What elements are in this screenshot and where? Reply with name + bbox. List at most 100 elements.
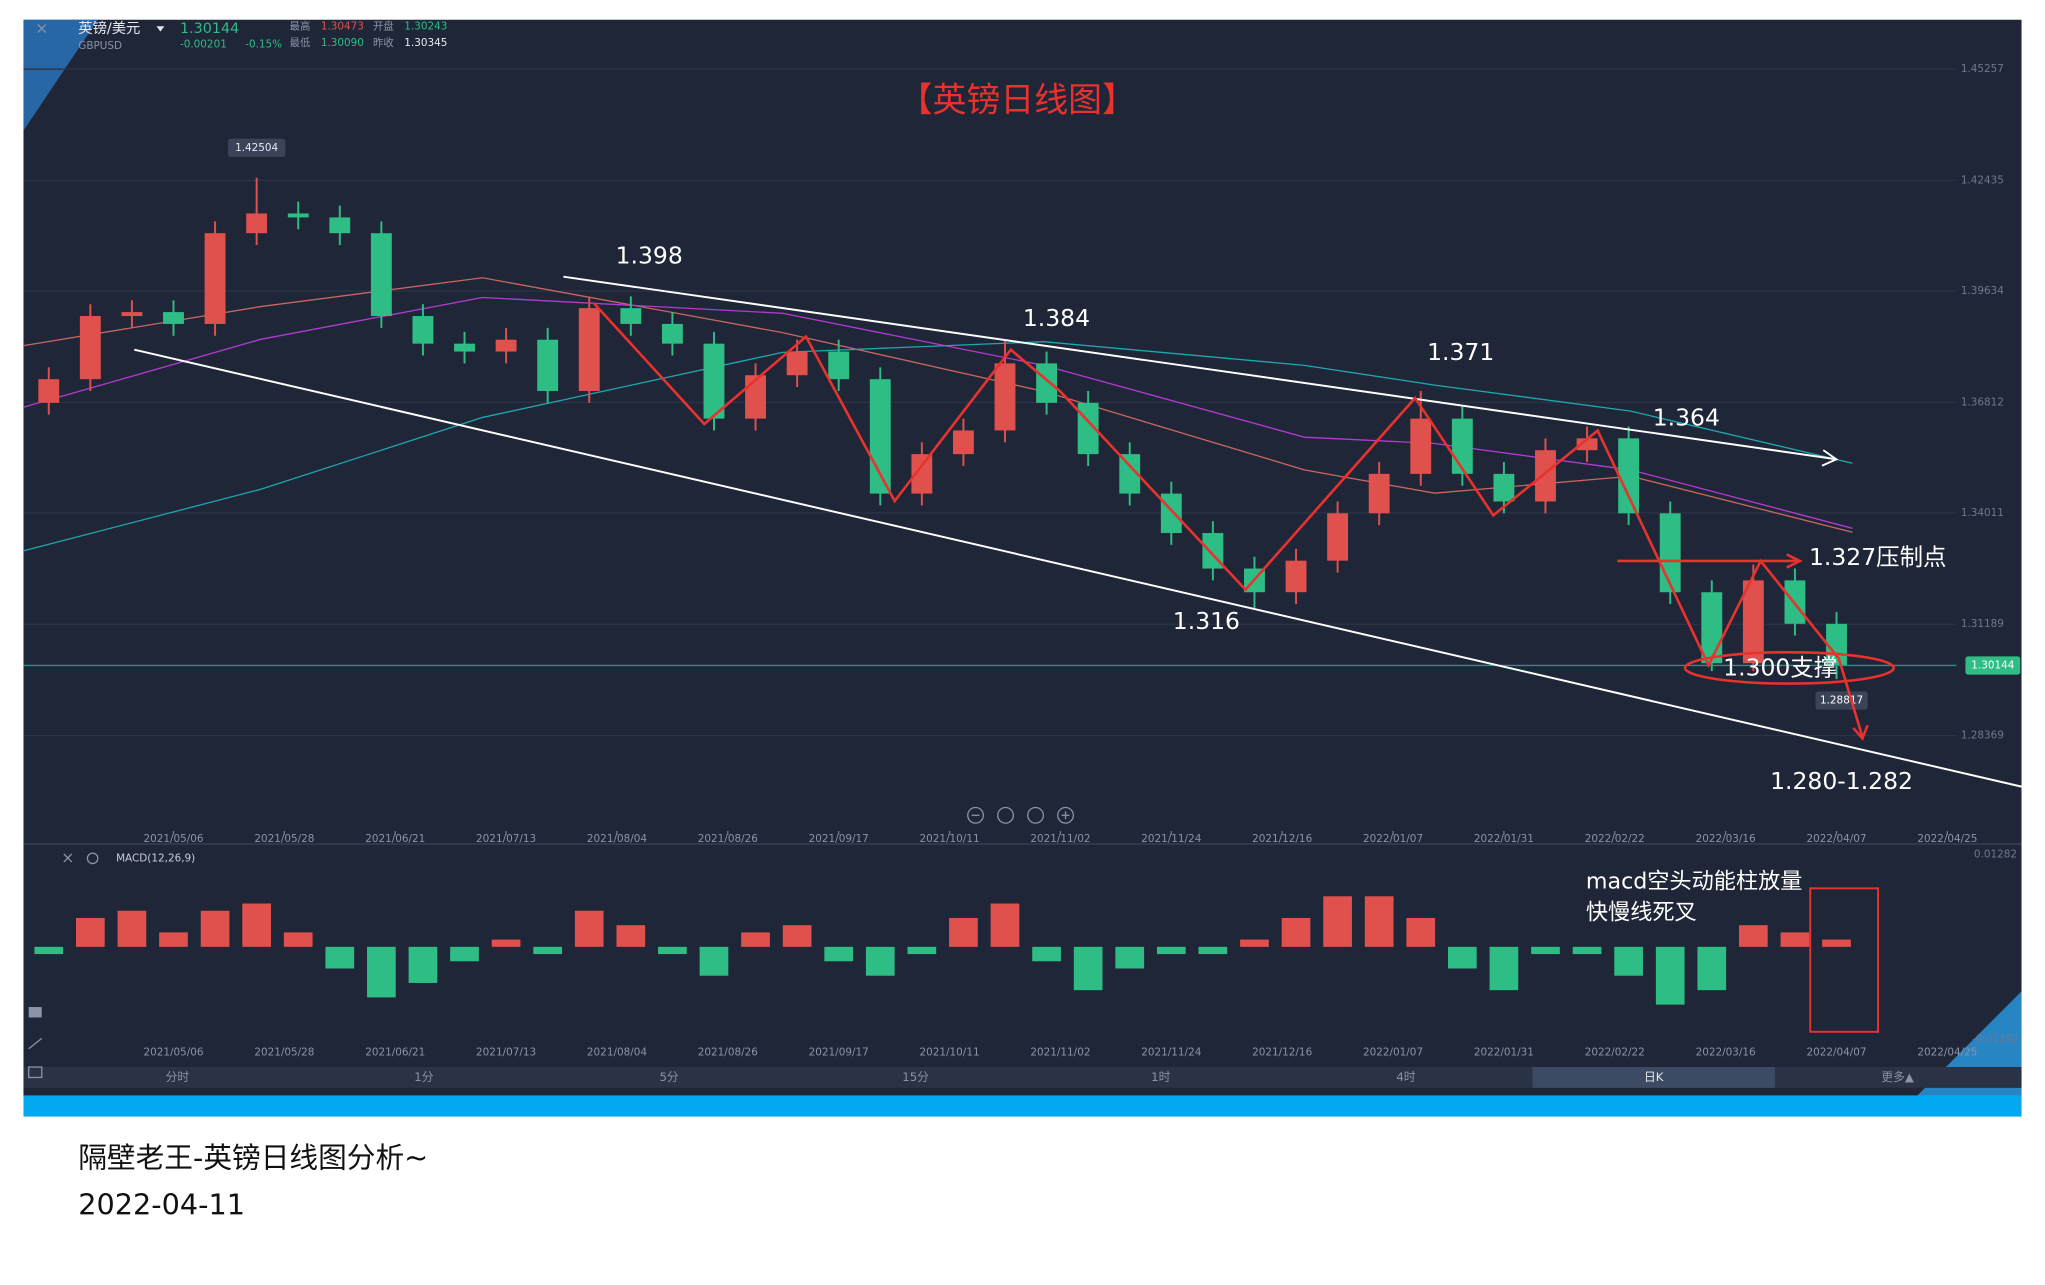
close-icon[interactable]: × [61, 848, 74, 867]
x-tick-label: 2022/01/07 [1363, 1047, 1423, 1059]
candle-body [1618, 438, 1640, 514]
tool-icon[interactable] [28, 1037, 43, 1050]
macd-bar [1406, 917, 1436, 947]
macd-bar [283, 932, 313, 947]
macd-bar [1697, 946, 1727, 991]
zoom-reset[interactable] [997, 806, 1015, 824]
macd-bar [408, 946, 438, 983]
candle-body [745, 375, 766, 419]
y-tick-label: 0.01282 [1974, 848, 2017, 860]
macd-bar [75, 917, 105, 947]
timeframe-button[interactable]: 1分 [414, 1070, 433, 1084]
stat-label: 昨收 [373, 36, 394, 49]
annotation: 1.300支撑 [1723, 654, 1837, 682]
candle-body [495, 339, 517, 352]
close-icon[interactable]: × [35, 18, 48, 37]
timeframe-button[interactable]: 5分 [659, 1070, 678, 1084]
highlight-box [1809, 887, 1880, 1033]
macd-bar [616, 925, 646, 947]
x-tick-label: 2022/04/25 [1917, 833, 1977, 845]
zoom-end[interactable] [1027, 806, 1045, 824]
candle-body [1576, 438, 1598, 451]
timeframe-button[interactable]: 1时 [1151, 1070, 1170, 1084]
y-tick-label: 1.28369 [1961, 729, 2004, 741]
macd-bar [159, 932, 188, 947]
x-tick-label: 2021/11/02 [1030, 833, 1090, 845]
macd-bar [117, 910, 147, 947]
x-tick-label: 2021/05/28 [254, 1047, 314, 1059]
macd-title: MACD(12,26,9) [116, 852, 195, 864]
x-tick-label: 2022/04/07 [1806, 833, 1866, 845]
macd-bar [741, 932, 770, 947]
x-tick-label: 2021/11/02 [1030, 1047, 1090, 1059]
macd-bar [1323, 896, 1352, 947]
x-tick-label: 2021/05/06 [143, 833, 203, 845]
x-tick-label: 2021/09/17 [809, 1047, 869, 1059]
candle-body [1659, 513, 1681, 593]
timeframe-button[interactable]: 15分 [902, 1070, 929, 1084]
macd-bar [699, 946, 729, 976]
candle-body [38, 379, 60, 403]
macd-bar [1655, 946, 1685, 1005]
macd-bar [1614, 946, 1643, 976]
timeframe-button[interactable]: 4时 [1396, 1070, 1415, 1084]
candle-body [828, 351, 850, 380]
macd-bar [782, 925, 812, 947]
macd-bar [949, 917, 978, 947]
x-tick-label: 2021/11/24 [1141, 1047, 1201, 1059]
candle-body [1493, 473, 1515, 502]
trend-line [134, 348, 2022, 788]
tool-icon[interactable] [28, 1007, 42, 1018]
zoom-in[interactable] [1057, 806, 1075, 824]
candle-body [661, 323, 683, 344]
candle-body [786, 351, 808, 376]
macd-bar [1447, 946, 1477, 969]
x-tick-label: 2021/08/04 [587, 1047, 647, 1059]
dropdown-icon[interactable] [156, 26, 165, 32]
candle-body [1368, 473, 1390, 514]
y-tick-label: -0.01282 [1972, 1033, 2019, 1045]
x-tick-label: 2022/01/07 [1363, 833, 1423, 845]
macd-bar [1572, 946, 1602, 955]
zoom-out[interactable] [967, 806, 985, 824]
timeframe-button[interactable]: 日K [1644, 1070, 1664, 1084]
candle-body [994, 363, 1016, 431]
stat-label: 最高 [290, 19, 311, 32]
macd-bar [1739, 925, 1768, 947]
left-toolbar: × × [28, 18, 99, 1079]
macd-bar [1531, 946, 1560, 955]
candle-body [578, 308, 600, 392]
settings-icon[interactable] [86, 852, 99, 865]
x-tick-label: 2021/08/04 [587, 833, 647, 845]
symbol: GBPUSD [78, 40, 122, 52]
blue-bar [23, 1095, 2022, 1117]
candle-body [1451, 418, 1473, 474]
x-tick-label: 2021/07/13 [476, 1047, 536, 1059]
stat-label: 最低 [290, 36, 311, 49]
x-tick-label: 2022/04/25 [1917, 1047, 1977, 1059]
timeframe-button[interactable]: 分时 [166, 1070, 190, 1084]
macd-bar [1822, 939, 1851, 947]
annotation: 1.316 [1173, 607, 1240, 635]
annotation: 1.327压制点 [1809, 543, 1947, 571]
annotation: 1.384 [1023, 304, 1090, 332]
annotation: 1.280-1.282 [1770, 767, 1913, 795]
x-tick-label: 2022/02/22 [1585, 1047, 1645, 1059]
current-price: 1.30144 [180, 21, 239, 37]
footer-date: 2022-04-11 [78, 1188, 245, 1222]
macd-bar [1115, 946, 1145, 969]
timeframe-button[interactable]: 更多▲ [1881, 1070, 1913, 1084]
tool-icon[interactable] [28, 1066, 43, 1079]
x-tick-label: 2021/05/06 [143, 1047, 203, 1059]
x-tick-label: 2021/07/13 [476, 833, 536, 845]
pair-name[interactable]: 英镑/美元 [78, 19, 140, 37]
macd-bar [1156, 946, 1186, 955]
x-tick-label: 2022/04/07 [1806, 1047, 1866, 1059]
candle-body [1119, 454, 1141, 494]
candle-body [287, 213, 309, 218]
x-tick-label: 2021/12/16 [1252, 1047, 1312, 1059]
last-price-tag: 1.30144 [1971, 659, 2014, 671]
candle-body [1285, 560, 1307, 593]
